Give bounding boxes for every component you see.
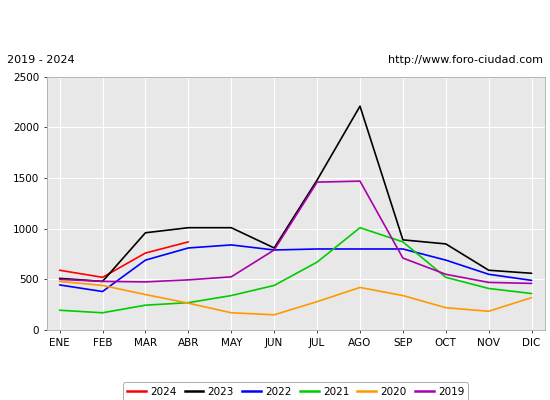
Text: 2019 - 2024: 2019 - 2024 bbox=[7, 55, 74, 65]
Text: Evolucion Nº Turistas Extranjeros en el municipio de El Escorial: Evolucion Nº Turistas Extranjeros en el … bbox=[38, 16, 512, 30]
Text: http://www.foro-ciudad.com: http://www.foro-ciudad.com bbox=[388, 55, 543, 65]
Legend: 2024, 2023, 2022, 2021, 2020, 2019: 2024, 2023, 2022, 2021, 2020, 2019 bbox=[123, 382, 469, 400]
